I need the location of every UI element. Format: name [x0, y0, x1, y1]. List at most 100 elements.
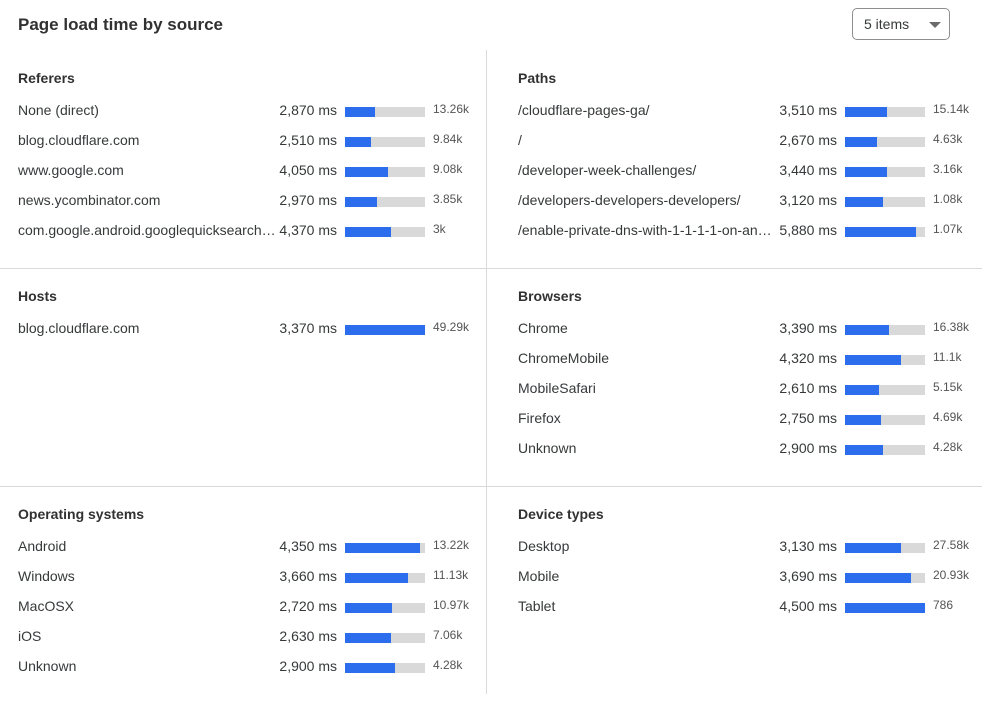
load-time: 2,900 ms — [779, 440, 837, 456]
list-item: /enable-private-dns-with-1-1-1-1-on-andr… — [518, 221, 978, 241]
request-count: 27.58k — [933, 538, 970, 552]
list-item: / 2,670 ms 4.63k — [518, 131, 978, 151]
load-time-bar — [345, 137, 425, 147]
load-time-bar-fill — [845, 603, 925, 613]
load-time: 4,370 ms — [279, 222, 337, 238]
item-label: com.google.android.googlequicksearchbox — [18, 222, 276, 238]
request-count: 15.14k — [933, 102, 970, 116]
list-item: iOS 2,630 ms 7.06k — [18, 627, 478, 647]
request-count: 4.28k — [933, 440, 963, 454]
request-count: 49.29k — [433, 320, 470, 334]
load-time: 2,610 ms — [779, 380, 837, 396]
request-count: 1.08k — [933, 192, 963, 206]
load-time-bar-fill — [345, 227, 392, 237]
list-item: Chrome 3,390 ms 16.38k — [518, 319, 978, 339]
item-label: www.google.com — [18, 162, 124, 178]
list-item: MobileSafari 2,610 ms 5.15k — [518, 379, 978, 399]
item-label: None (direct) — [18, 102, 99, 118]
list-item: com.google.android.googlequicksearchbox … — [18, 221, 478, 241]
list-item: Unknown 2,900 ms 4.28k — [518, 439, 978, 459]
item-label: Windows — [18, 568, 75, 584]
load-time-bar — [345, 227, 425, 237]
list-item: blog.cloudflare.com 2,510 ms 9.84k — [18, 131, 478, 151]
list-item: news.ycombinator.com 2,970 ms 3.85k — [18, 191, 478, 211]
load-time-bar-fill — [345, 603, 393, 613]
panel-title: Browsers — [518, 288, 582, 304]
column-divider — [486, 50, 487, 694]
load-time-bar-fill — [845, 167, 887, 177]
list-item: /developer-week-challenges/ 3,440 ms 3.1… — [518, 161, 978, 181]
list-item: /cloudflare-pages-ga/ 3,510 ms 15.14k — [518, 101, 978, 121]
list-item: /developers-developers-developers/ 3,120… — [518, 191, 978, 211]
panel-title: Operating systems — [18, 506, 145, 522]
item-label: Unknown — [518, 440, 577, 456]
load-time-bar — [845, 325, 925, 335]
item-label: news.ycombinator.com — [18, 192, 161, 208]
load-time-bar-fill — [345, 325, 425, 335]
request-count: 10.97k — [433, 598, 470, 612]
select-value: 5 items — [864, 16, 910, 32]
list-item: Android 4,350 ms 13.22k — [18, 537, 478, 557]
request-count: 4.28k — [433, 658, 463, 672]
item-label: ChromeMobile — [518, 350, 610, 366]
request-count: 786 — [933, 598, 954, 612]
load-time: 4,050 ms — [279, 162, 337, 178]
load-time-bar — [345, 633, 425, 643]
items-count-select[interactable]: 5 items — [852, 8, 950, 40]
load-time-bar — [345, 325, 425, 335]
load-time: 3,660 ms — [279, 568, 337, 584]
panel-paths: Paths /cloudflare-pages-ga/ 3,510 ms 15.… — [500, 50, 982, 268]
item-label: Mobile — [518, 568, 560, 584]
load-time: 3,370 ms — [279, 320, 337, 336]
request-count: 9.08k — [433, 162, 463, 176]
load-time-bar-fill — [845, 107, 888, 117]
load-time-bar-fill — [345, 197, 377, 207]
request-count: 3.85k — [433, 192, 463, 206]
load-time: 4,320 ms — [779, 350, 837, 366]
request-count: 16.38k — [933, 320, 970, 334]
load-time-bar — [845, 107, 925, 117]
load-time-bar-fill — [845, 445, 883, 455]
panel-operating-systems: Operating systems Android 4,350 ms 13.22… — [0, 486, 486, 704]
load-time-bar-fill — [845, 137, 877, 147]
load-time-bar — [845, 445, 925, 455]
request-count: 9.84k — [433, 132, 463, 146]
item-label: /enable-private-dns-with-1-1-1-1-on-andr… — [518, 222, 776, 238]
load-time: 3,130 ms — [779, 538, 837, 554]
item-label: Chrome — [518, 320, 568, 336]
load-time: 2,900 ms — [279, 658, 337, 674]
load-time: 3,390 ms — [779, 320, 837, 336]
item-label: Tablet — [518, 598, 556, 614]
load-time-bar-fill — [345, 167, 389, 177]
panel-device-types: Device types Desktop 3,130 ms 27.58k Mob… — [500, 486, 982, 704]
list-item: Windows 3,660 ms 11.13k — [18, 567, 478, 587]
list-item: None (direct) 2,870 ms 13.26k — [18, 101, 478, 121]
load-time-bar-fill — [345, 543, 421, 553]
load-time-bar-fill — [345, 137, 372, 147]
item-label: MobileSafari — [518, 380, 596, 396]
load-time: 3,440 ms — [779, 162, 837, 178]
load-time: 2,630 ms — [279, 628, 337, 644]
list-item: blog.cloudflare.com 3,370 ms 49.29k — [18, 319, 478, 339]
request-count: 3.16k — [933, 162, 963, 176]
load-time-bar — [345, 107, 425, 117]
load-time-bar — [845, 573, 925, 583]
request-count: 13.26k — [433, 102, 470, 116]
load-time-bar-fill — [845, 573, 911, 583]
list-item: Unknown 2,900 ms 4.28k — [18, 657, 478, 677]
load-time-bar — [345, 197, 425, 207]
load-time-bar-fill — [845, 355, 901, 365]
item-label: /developers-developers-developers/ — [518, 192, 741, 208]
list-item: MacOSX 2,720 ms 10.97k — [18, 597, 478, 617]
load-time-bar-fill — [345, 663, 396, 673]
load-time-bar — [845, 137, 925, 147]
item-label: Desktop — [518, 538, 570, 554]
load-time-bar — [345, 573, 425, 583]
load-time: 2,750 ms — [779, 410, 837, 426]
panel-title: Hosts — [18, 288, 57, 304]
load-time: 4,500 ms — [779, 598, 837, 614]
load-time: 3,510 ms — [779, 102, 837, 118]
panel-title: Paths — [518, 70, 557, 86]
load-time-bar-fill — [345, 633, 391, 643]
load-time-bar — [845, 543, 925, 553]
